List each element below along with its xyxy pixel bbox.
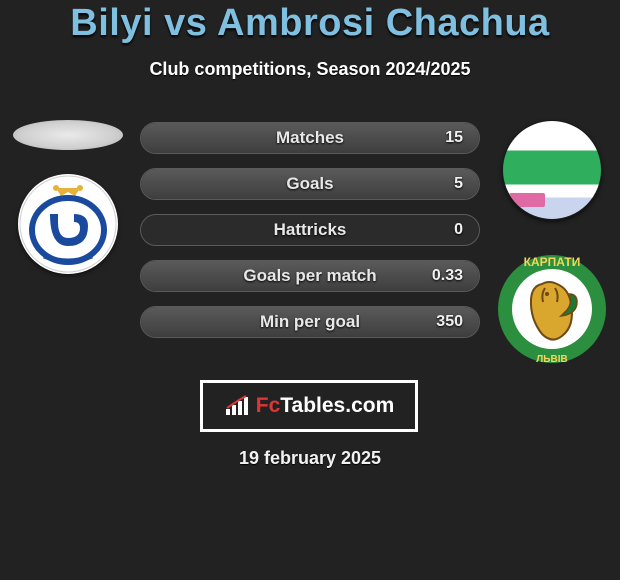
brand-box: FcTables.com (200, 380, 418, 432)
stat-row: Goals5 (140, 168, 480, 200)
stat-fill (141, 123, 479, 153)
svg-text:КАРПАТИ: КАРПАТИ (524, 255, 581, 269)
stat-fill (141, 307, 479, 337)
player-right-photo (502, 120, 602, 220)
stat-row: Hattricks0 (140, 214, 480, 246)
dynamo-kyiv-icon (18, 174, 118, 274)
stat-value: 0 (454, 221, 463, 239)
karpaty-lviv-icon: КАРПАТИ ЛЬВІВ (497, 244, 607, 374)
page-subtitle: Club competitions, Season 2024/2025 (0, 59, 620, 80)
brand-prefix: Fc (256, 394, 281, 417)
stat-row: Matches15 (140, 122, 480, 154)
left-player-column (8, 120, 128, 274)
brand-chart-icon (224, 395, 250, 417)
player-left-silhouette (13, 120, 123, 150)
stat-fill (141, 169, 479, 199)
stat-row: Min per goal350 (140, 306, 480, 338)
svg-text:ЛЬВІВ: ЛЬВІВ (536, 354, 567, 365)
stats-panel: Matches15 Goals5 Hattricks0 Goals per match… (140, 122, 480, 338)
page-title: Bilyi vs Ambrosi Chachua (0, 2, 620, 45)
brand-text: FcTables.com (256, 394, 395, 418)
right-player-column: КАРПАТИ ЛЬВІВ (492, 120, 612, 374)
stat-label: Hattricks (141, 220, 479, 240)
date-label: 19 february 2025 (0, 448, 620, 469)
club-badge-right: КАРПАТИ ЛЬВІВ (497, 244, 607, 374)
club-badge-left (18, 174, 118, 274)
stat-row: Goals per match0.33 (140, 260, 480, 292)
brand-suffix: Tables.com (280, 394, 394, 417)
stat-fill (141, 261, 479, 291)
